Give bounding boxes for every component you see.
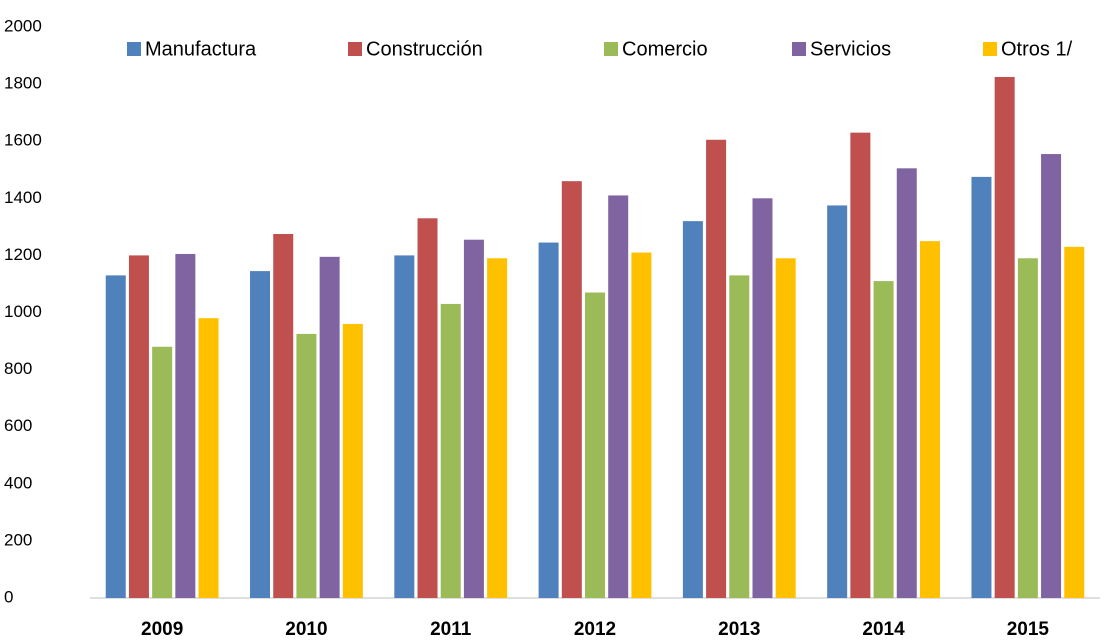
bar — [919, 241, 940, 598]
legend-swatch — [348, 42, 362, 56]
bar — [896, 168, 917, 598]
y-tick-label: 1000 — [4, 302, 42, 321]
y-tick-label: 600 — [4, 416, 32, 435]
legend-label: Servicios — [810, 38, 891, 60]
bar — [440, 303, 461, 598]
y-tick-label: 200 — [4, 530, 32, 549]
bar — [319, 256, 340, 598]
bar — [198, 318, 219, 598]
x-tick-label: 2009 — [141, 619, 183, 640]
bar — [296, 333, 317, 598]
bar — [1041, 154, 1062, 599]
bar — [538, 242, 559, 599]
bar — [128, 255, 149, 598]
y-tick-label: 1400 — [4, 188, 42, 207]
legend-label: Manufactura — [145, 38, 257, 60]
bar — [850, 132, 871, 598]
bar — [585, 292, 605, 598]
legend-swatch — [792, 42, 806, 56]
bar — [971, 176, 992, 598]
bar — [487, 258, 508, 598]
x-tick-label: 2011 — [430, 619, 472, 640]
bar — [463, 239, 484, 598]
bar — [394, 255, 415, 598]
bar — [1064, 246, 1085, 598]
bar — [729, 275, 750, 598]
x-tick-label: 2014 — [862, 619, 905, 640]
x-tick-label: 2012 — [574, 619, 616, 640]
bar — [175, 253, 196, 598]
y-tick-label: 400 — [4, 473, 32, 492]
bar — [152, 346, 173, 598]
bar — [873, 281, 894, 598]
bar — [250, 271, 271, 598]
y-tick-label: 1800 — [4, 74, 42, 93]
bar — [706, 139, 727, 598]
bar — [1017, 258, 1038, 598]
bar — [417, 218, 438, 598]
legend-label: Construcción — [366, 38, 483, 60]
x-tick-label: 2010 — [285, 619, 327, 640]
bar — [827, 205, 848, 598]
y-tick-label: 2000 — [4, 16, 42, 35]
y-tick-label: 1600 — [4, 131, 42, 150]
bar — [561, 181, 582, 599]
legend-swatch — [127, 42, 141, 56]
legend-label: Otros 1/ — [1001, 38, 1073, 60]
bar — [775, 258, 796, 598]
y-tick-label: 800 — [4, 359, 32, 378]
bar — [682, 221, 703, 598]
legend-label: Comercio — [622, 38, 708, 60]
y-tick-label: 1200 — [4, 245, 42, 264]
bar — [342, 323, 363, 598]
legend-swatch — [983, 42, 997, 56]
bar — [105, 275, 126, 598]
x-tick-label: 2013 — [718, 619, 760, 640]
x-tick-label: 2015 — [1007, 619, 1050, 640]
y-tick-label: 0 — [4, 587, 13, 606]
bar — [608, 195, 629, 598]
bar — [994, 76, 1015, 598]
legend-swatch — [604, 42, 618, 56]
bar — [752, 198, 773, 599]
bar — [273, 233, 294, 599]
bar — [631, 252, 652, 599]
